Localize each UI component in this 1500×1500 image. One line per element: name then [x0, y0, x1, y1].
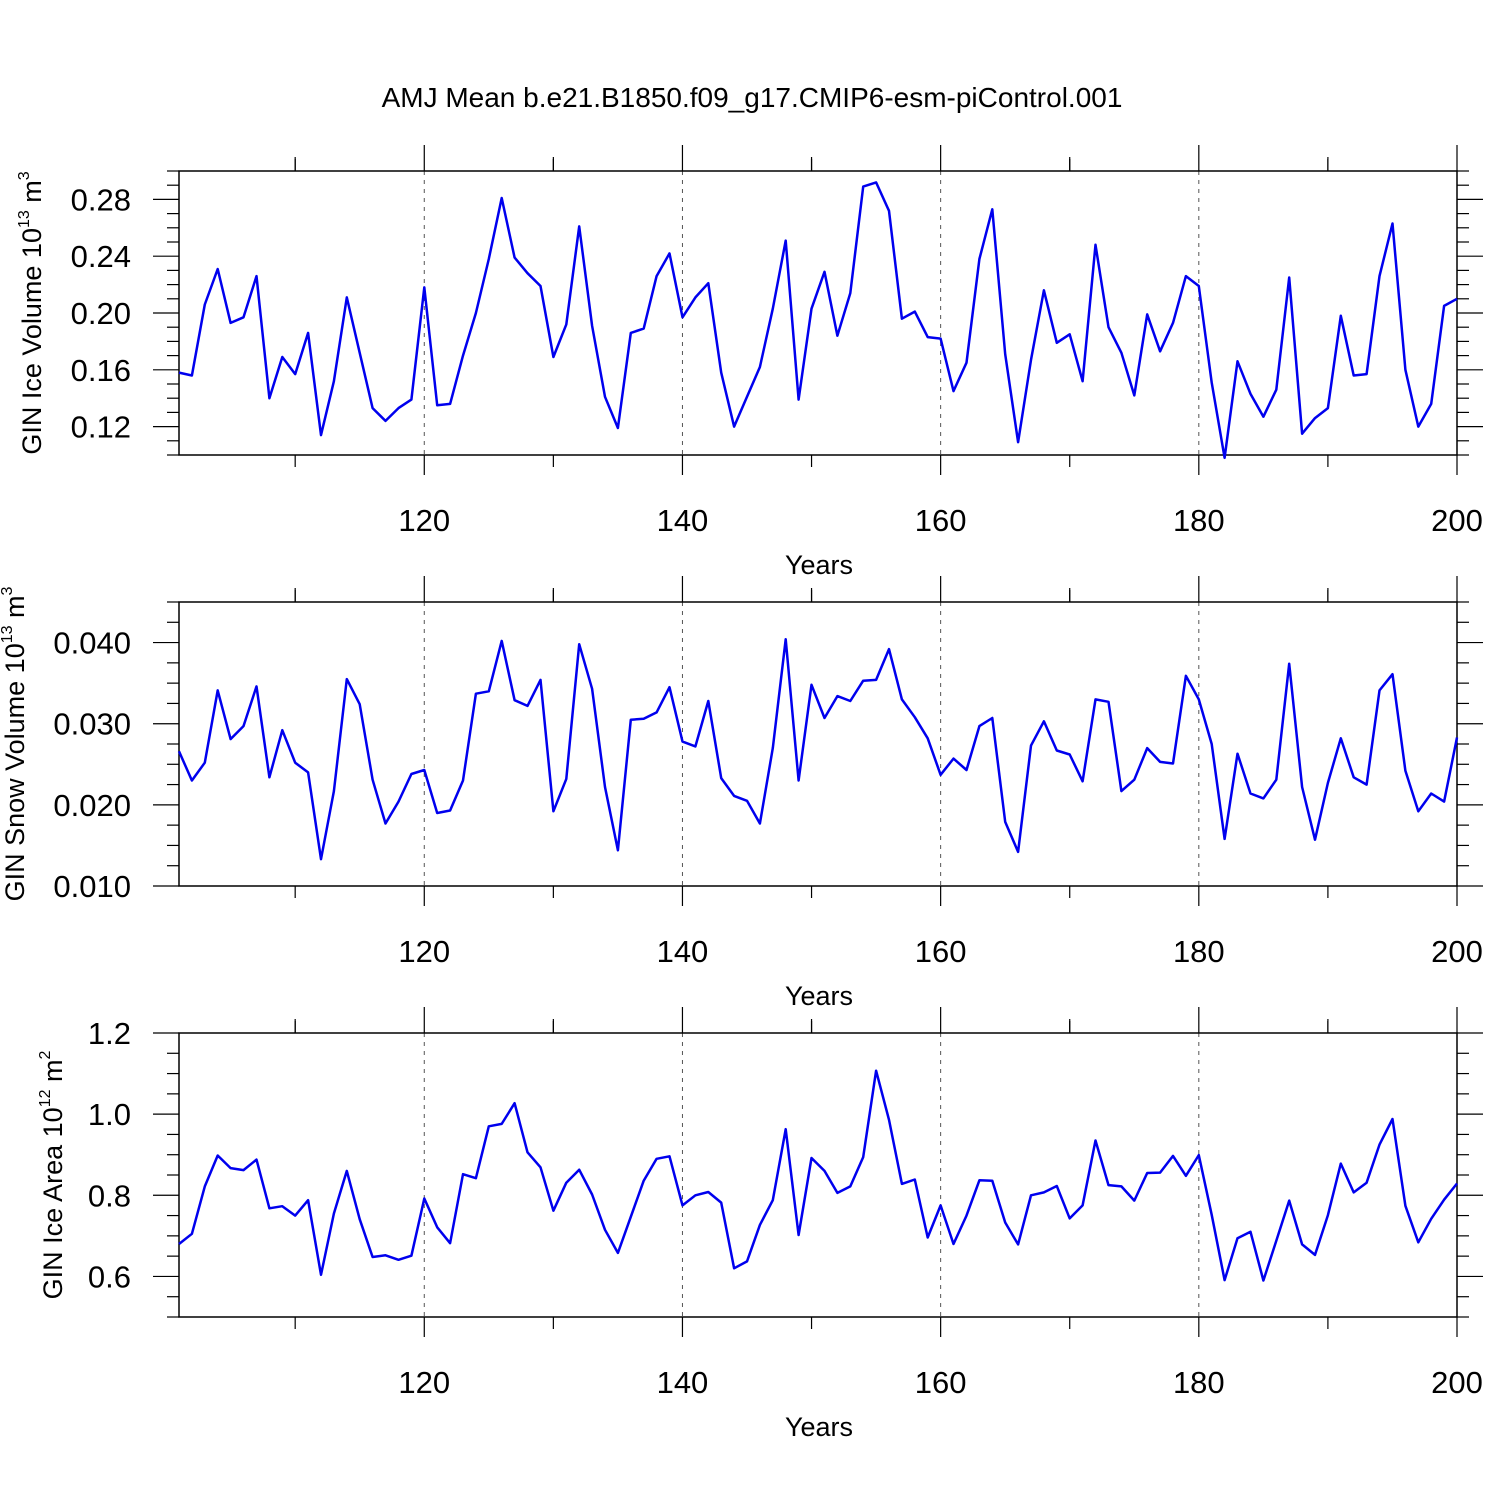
series-line-2	[177, 638, 1459, 861]
x-tick-label: 120	[398, 1365, 450, 1400]
plot-frame	[178, 170, 1458, 456]
panel-1: 0.12 0.16 0.20 0.24 0.28 120 140 160 180 200 Years…	[16, 145, 1483, 580]
y-tick-label: 1.0	[88, 1097, 131, 1132]
x-tick-label: 200	[1431, 934, 1483, 969]
y-tick-label: 0.8	[88, 1178, 131, 1213]
x-tick-label: 120	[398, 934, 450, 969]
y-tick-label: 0.010	[53, 869, 131, 904]
x-tick-label: 180	[1173, 1365, 1225, 1400]
y-tick-label: 0.030	[53, 707, 131, 742]
x-tick-label: 120	[398, 503, 450, 538]
plot-frame	[178, 1032, 1458, 1318]
panels: 0.12 0.16 0.20 0.24 0.28 120 140 160 180 200 Years…	[0, 145, 1483, 1442]
x-axis-title: Years	[785, 981, 853, 1011]
y-tick-label: 0.24	[71, 239, 131, 274]
figure-title: AMJ Mean b.e21.B1850.f09_g17.CMIP6-esm-p…	[382, 82, 1123, 113]
y-tick-label: 0.6	[88, 1259, 131, 1294]
x-axis-title: Years	[785, 550, 853, 580]
y-axis-title: GIN Snow Volume 1013 m3	[0, 586, 30, 901]
y-tick-label: 0.20	[71, 296, 131, 331]
panel-2: 0.010 0.020 0.030 0.040 120 140 160 180 200 Years…	[0, 576, 1483, 1011]
series-line-3	[178, 1069, 1458, 1282]
y-tick-label: 0.28	[71, 182, 131, 217]
x-tick-label: 200	[1431, 1365, 1483, 1400]
panel-3: 0.6 0.8 1.0 1.2 120 140 160 180 200 Years GIN Ice …	[37, 1007, 1483, 1442]
x-axis-title: Years	[785, 1412, 853, 1442]
x-tick-label: 140	[657, 1365, 709, 1400]
x-tick-label: 180	[1173, 934, 1225, 969]
x-tick-label: 140	[657, 934, 709, 969]
y-axis-title: GIN Ice Volume 1013 m3	[16, 171, 47, 454]
series-line-1	[178, 181, 1458, 460]
y-axis-title: GIN Ice Area 1012 m2	[37, 1051, 68, 1300]
x-tick-label: 160	[915, 934, 967, 969]
x-tick-label: 200	[1431, 503, 1483, 538]
x-tick-label: 160	[915, 1365, 967, 1400]
x-tick-label: 160	[915, 503, 967, 538]
y-tick-label: 0.020	[53, 788, 131, 823]
y-tick-label: 1.2	[88, 1016, 131, 1051]
x-tick-label: 140	[657, 503, 709, 538]
y-tick-label: 0.16	[71, 353, 131, 388]
x-tick-label: 180	[1173, 503, 1225, 538]
plot-frame	[178, 601, 1458, 887]
y-tick-label: 0.12	[71, 410, 131, 445]
y-tick-label: 0.040	[53, 626, 131, 661]
